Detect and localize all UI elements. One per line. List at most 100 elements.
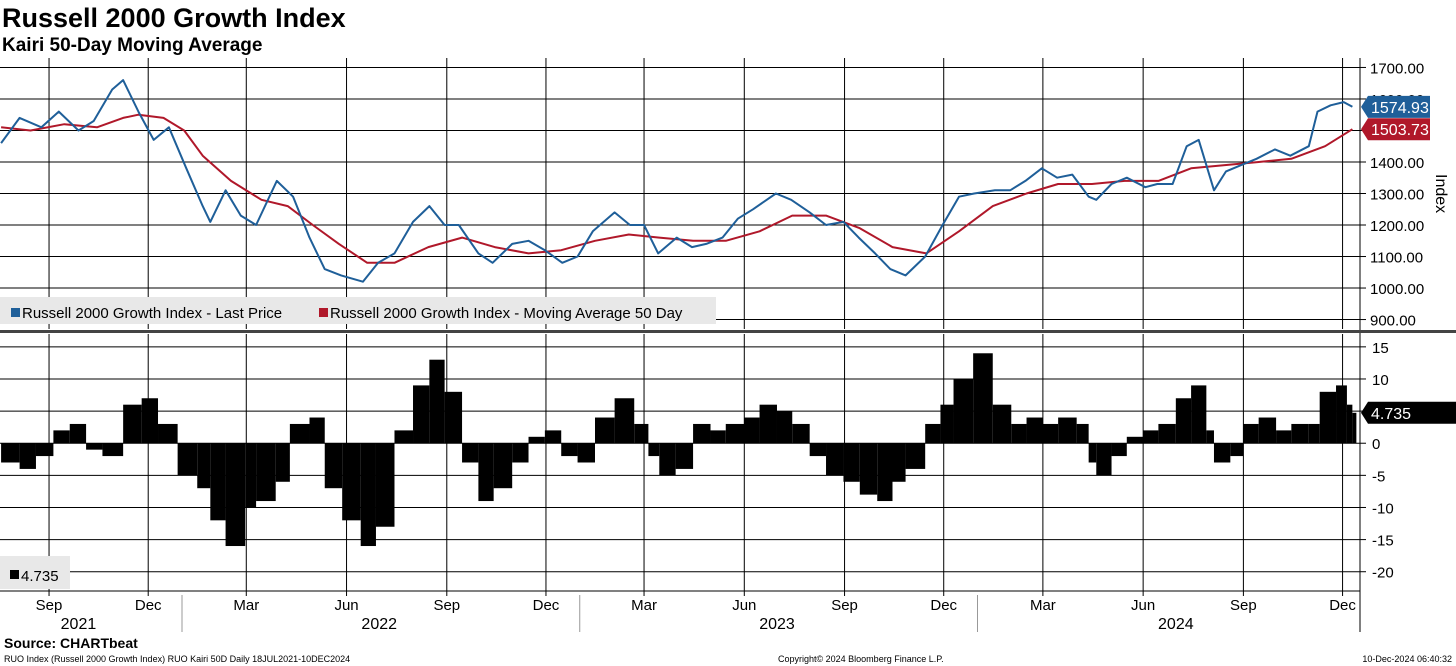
footer-timestamp: 10-Dec-2024 06:40:32 [1362,654,1452,664]
kairi-bar [493,443,513,489]
panel-separator [0,330,1456,333]
kairi-bar [528,436,545,444]
kairi-bar [309,417,325,444]
kairi-bar [360,443,376,547]
kairi-bar [19,443,36,469]
kairi-bar [35,443,54,457]
kairi-bar [1230,443,1244,457]
kairi-bar [1096,443,1112,476]
chart-subtitle: Kairi 50-Day Moving Average [2,35,263,56]
legend-top: Russell 2000 Growth Index - Last Price Ru… [0,297,716,324]
kairi-bar [1346,404,1353,444]
kairi-bar [197,443,211,489]
x-year-label: 2021 [61,616,97,633]
last-ma-tag-box [1361,118,1430,141]
kairi-bar [289,423,310,444]
kairi-bar [710,430,726,444]
kairi-bar [1336,385,1347,444]
kairi-bar [776,411,793,444]
y-axis-label: Index [1432,174,1449,213]
y-tick-label: 1000.00 [1370,281,1424,298]
kairi-bar [1291,423,1309,444]
kairi-bar [659,443,676,476]
kairi-bar [1276,430,1292,444]
x-tick-label: Sep [1230,597,1257,614]
kairi-bar [245,443,257,508]
kairi-bar [478,443,494,502]
x-tick-label: Sep [831,597,858,614]
y-tick-label: 15 [1372,340,1389,357]
kairi-bar [953,378,974,444]
kairi-bar [1308,423,1320,444]
kairi-bar [759,404,777,444]
y-tick-label: 1200.00 [1370,218,1424,235]
kairi-bar [1088,443,1097,463]
kairi-bar [561,443,578,457]
kairi-bar [1213,443,1231,463]
kairi-bar [275,443,290,482]
last-kairi-tag-box [1361,401,1456,424]
kairi-bar [892,443,906,482]
legend-label-ma: Russell 2000 Growth Index - Moving Avera… [330,305,683,322]
kairi-bar [375,443,395,527]
footer-copyright: Copyright© 2024 Bloomberg Finance L.P. [778,654,944,664]
kairi-bar [1175,398,1192,444]
kairi-bar [1126,436,1144,444]
kairi-bar [69,423,87,444]
kairi-bar [1206,430,1214,444]
kairi-bar [210,443,226,521]
y-tick-label: -10 [1372,500,1394,517]
last-ma-tag-text: 1503.73 [1371,122,1429,139]
legend-swatch-ma [319,308,328,317]
kairi-bar [256,443,276,502]
y-tick-label: 1400.00 [1370,155,1424,172]
legend-bottom: 4.735 [0,556,70,589]
y-tick-label: 1100.00 [1370,250,1423,267]
kairi-bar [614,398,635,444]
source-note: Source: CHARTbeat [4,635,138,651]
kairi-bar [123,404,142,444]
kairi-bar [429,359,445,444]
kairi-bar [577,443,595,463]
kairi-bar [394,430,414,444]
kairi-bar [225,443,246,547]
kairi-bar [102,443,124,457]
kairi-bar [725,423,745,444]
kairi-bar [905,443,926,469]
legend-label-kairi: 4.735 [21,568,59,585]
last-kairi-tag: 4.735 [1361,401,1456,424]
kairi-bar [1243,423,1259,444]
kairi-bar [342,443,361,521]
kairi-bar [544,430,562,444]
kairi-bar [1076,423,1089,444]
legend-background [0,297,716,324]
legend-label-price: Russell 2000 Growth Index - Last Price [22,305,282,322]
kairi-bar [859,443,878,495]
last-kairi-tag-text: 4.735 [1371,406,1411,423]
kairi-bar [1111,443,1127,457]
kairi-bar [675,443,694,469]
kairi-bar [648,443,660,457]
x-year-label: 2022 [361,616,397,633]
kairi-bar [1026,417,1043,444]
kairi-bar [1011,423,1027,444]
y-tick-label: 1300.00 [1370,187,1424,204]
kairi-bar [1258,417,1277,444]
kairi-bar [1,443,20,463]
kairi-bar [940,404,954,444]
kairi-bar [1143,430,1159,444]
kairi-bar [177,443,198,476]
last-price-tag-box [1361,95,1430,118]
x-tick-label: Dec [135,597,162,614]
x-tick-label: Mar [233,597,259,614]
y-tick-label: 0 [1372,436,1380,453]
kairi-bar [1352,412,1357,444]
last-price-tag: 1574.93 [1361,95,1430,118]
x-tick-label: Sep [433,597,460,614]
x-tick-label: Jun [334,597,358,614]
kairi-bar [324,443,343,489]
y-tick-label: 1700.00 [1370,60,1424,77]
y-tick-label: 900.00 [1370,313,1416,330]
x-year-label: 2023 [759,616,795,633]
kairi-bar [744,417,760,444]
